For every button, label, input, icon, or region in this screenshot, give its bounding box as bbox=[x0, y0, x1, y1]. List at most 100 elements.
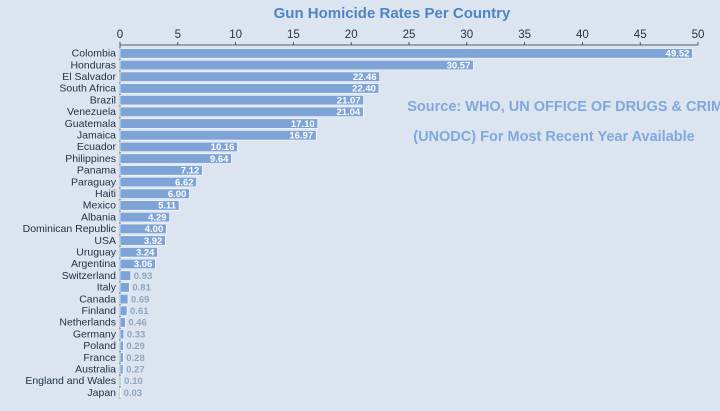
category-label: Brazil bbox=[90, 94, 116, 106]
bar bbox=[119, 188, 190, 199]
category-label: Australia bbox=[75, 363, 116, 375]
x-tick-label: 10 bbox=[229, 29, 242, 41]
category-label: England and Wales bbox=[25, 375, 116, 387]
bar bbox=[119, 141, 238, 153]
category-label: Switzerland bbox=[62, 270, 116, 282]
category-label: Albania bbox=[81, 211, 116, 223]
bar bbox=[119, 364, 124, 375]
category-label: Mexico bbox=[83, 200, 116, 212]
value-label: 0.33 bbox=[127, 329, 145, 340]
value-label: 0.28 bbox=[126, 353, 145, 364]
source-note-line2: (UNODC) For Most Recent Year Available bbox=[413, 129, 694, 145]
bar bbox=[119, 153, 232, 164]
value-label: 9.64 bbox=[210, 154, 229, 165]
x-axis-ticks: 0 5 10 15 20 25 30 35 40 45 50 bbox=[117, 29, 705, 45]
category-label: Guatemala bbox=[65, 118, 117, 130]
bar bbox=[119, 83, 380, 94]
category-label: Haiti bbox=[95, 188, 116, 200]
category-label: Netherlands bbox=[59, 317, 116, 329]
value-label: 0.61 bbox=[130, 306, 149, 317]
value-label: 3.24 bbox=[136, 247, 155, 258]
value-label: 49.52 bbox=[666, 49, 690, 60]
value-label: 0.03 bbox=[124, 388, 143, 399]
bar bbox=[119, 293, 129, 305]
bar bbox=[119, 270, 132, 281]
bar bbox=[119, 212, 170, 223]
value-label: 3.06 bbox=[134, 259, 153, 270]
bar bbox=[119, 352, 124, 363]
value-label: 22.40 bbox=[352, 84, 376, 95]
value-label: 0.46 bbox=[128, 318, 147, 329]
bar bbox=[119, 317, 126, 328]
bar bbox=[119, 95, 364, 106]
value-label: 10.16 bbox=[211, 142, 235, 153]
x-tick-label: 25 bbox=[403, 29, 416, 41]
category-label: Argentina bbox=[71, 258, 116, 270]
category-label: Honduras bbox=[70, 59, 116, 71]
x-tick-label: 20 bbox=[345, 29, 358, 41]
bar bbox=[119, 340, 124, 351]
source-note-line1: Source: WHO, UN OFFICE OF DRUGS & CRIME bbox=[407, 99, 720, 115]
category-label: Poland bbox=[83, 340, 116, 352]
category-label: Uruguay bbox=[76, 246, 116, 258]
category-label: South Africa bbox=[59, 83, 116, 95]
value-label: 0.69 bbox=[131, 294, 150, 305]
value-label: 0.29 bbox=[126, 341, 145, 352]
category-label: Italy bbox=[97, 282, 117, 294]
category-label: Venezuela bbox=[67, 106, 116, 118]
bar bbox=[119, 200, 180, 211]
value-label: 17.10 bbox=[291, 119, 315, 130]
value-label: 16.97 bbox=[289, 130, 313, 141]
value-label: 21.07 bbox=[337, 95, 361, 106]
category-label: El Salvador bbox=[62, 71, 116, 83]
bar bbox=[119, 329, 125, 340]
value-label: 22.46 bbox=[353, 72, 377, 83]
category-label: Japan bbox=[87, 387, 116, 399]
category-label: Dominican Republic bbox=[23, 223, 116, 235]
bar bbox=[119, 258, 156, 270]
category-label: Jamaica bbox=[77, 129, 116, 141]
category-label: Paraguay bbox=[71, 176, 117, 188]
value-label: 30.57 bbox=[447, 60, 471, 71]
bar bbox=[119, 223, 167, 234]
x-tick-label: 45 bbox=[634, 29, 647, 41]
category-label: Philippines bbox=[65, 153, 116, 165]
value-label: 7.12 bbox=[181, 166, 200, 177]
bar bbox=[119, 247, 158, 258]
bar bbox=[119, 71, 380, 82]
x-tick-label: 35 bbox=[518, 29, 531, 41]
chart-title: Gun Homicide Rates Per Country bbox=[274, 5, 511, 22]
category-label: Germany bbox=[73, 328, 117, 340]
bar bbox=[119, 165, 203, 176]
bar bbox=[119, 235, 166, 246]
category-label: Canada bbox=[79, 293, 116, 305]
category-label: USA bbox=[94, 235, 116, 247]
bar bbox=[119, 305, 128, 316]
x-tick-label: 50 bbox=[692, 29, 705, 41]
x-tick-label: 40 bbox=[576, 29, 589, 41]
category-label: France bbox=[83, 352, 116, 364]
bar bbox=[119, 106, 364, 117]
bar bbox=[119, 282, 130, 293]
value-label: 3.92 bbox=[144, 236, 163, 247]
category-label: Colombia bbox=[72, 48, 117, 60]
category-label: Finland bbox=[82, 305, 117, 317]
x-tick-label: 30 bbox=[460, 29, 473, 41]
bars-group bbox=[119, 48, 693, 398]
value-label: 4.29 bbox=[148, 212, 167, 223]
value-label: 0.93 bbox=[134, 271, 153, 282]
x-tick-label: 0 bbox=[117, 29, 123, 41]
value-label: 5.11 bbox=[158, 201, 177, 212]
bar bbox=[119, 118, 318, 129]
x-tick-label: 15 bbox=[287, 29, 300, 41]
bar bbox=[119, 130, 317, 141]
x-tick-label: 5 bbox=[175, 29, 181, 41]
bar bbox=[119, 176, 197, 188]
value-label: 0.81 bbox=[132, 283, 151, 294]
bar bbox=[119, 387, 121, 398]
category-label: Ecuador bbox=[77, 141, 117, 153]
